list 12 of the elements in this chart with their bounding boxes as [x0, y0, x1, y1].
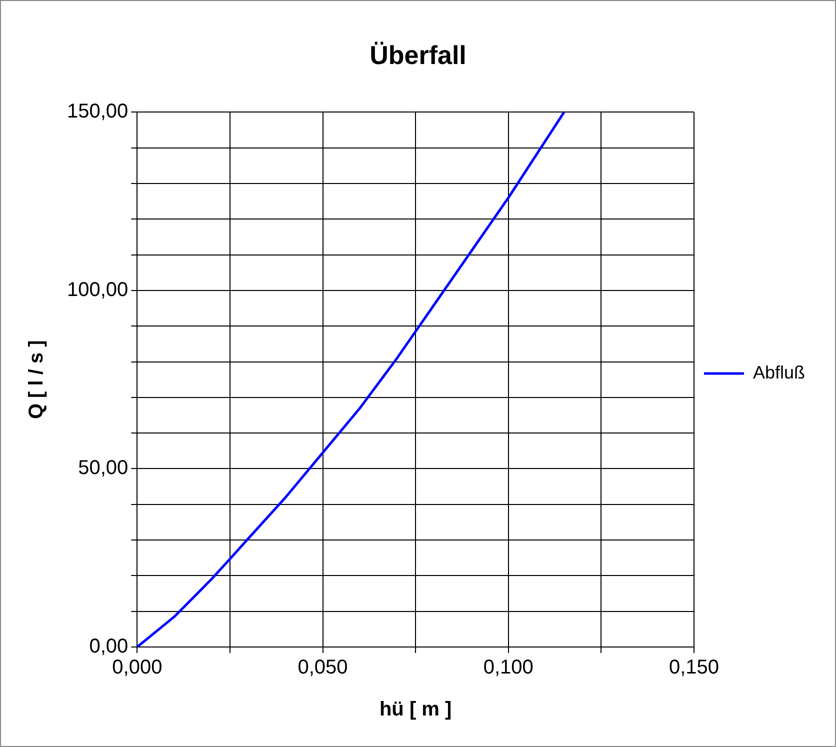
x-tick-label: 0,050	[298, 656, 348, 679]
y-tick-label: 50,00	[78, 457, 128, 480]
chart-title: Überfall	[370, 40, 466, 70]
y-tick-label: 100,00	[67, 278, 128, 301]
y-tick-label: 150,00	[67, 100, 128, 123]
x-tick-label: 0,150	[668, 656, 720, 679]
x-tick-label: 0,000	[112, 656, 162, 679]
legend-label: Abfluß	[752, 362, 806, 382]
x-axis-title: hü [ m ]	[379, 698, 452, 721]
x-tick-label: 0,100	[483, 656, 534, 679]
y-axis-title: Q [ l / s ]	[26, 340, 48, 420]
y-tick-label: 0,00	[89, 636, 128, 658]
